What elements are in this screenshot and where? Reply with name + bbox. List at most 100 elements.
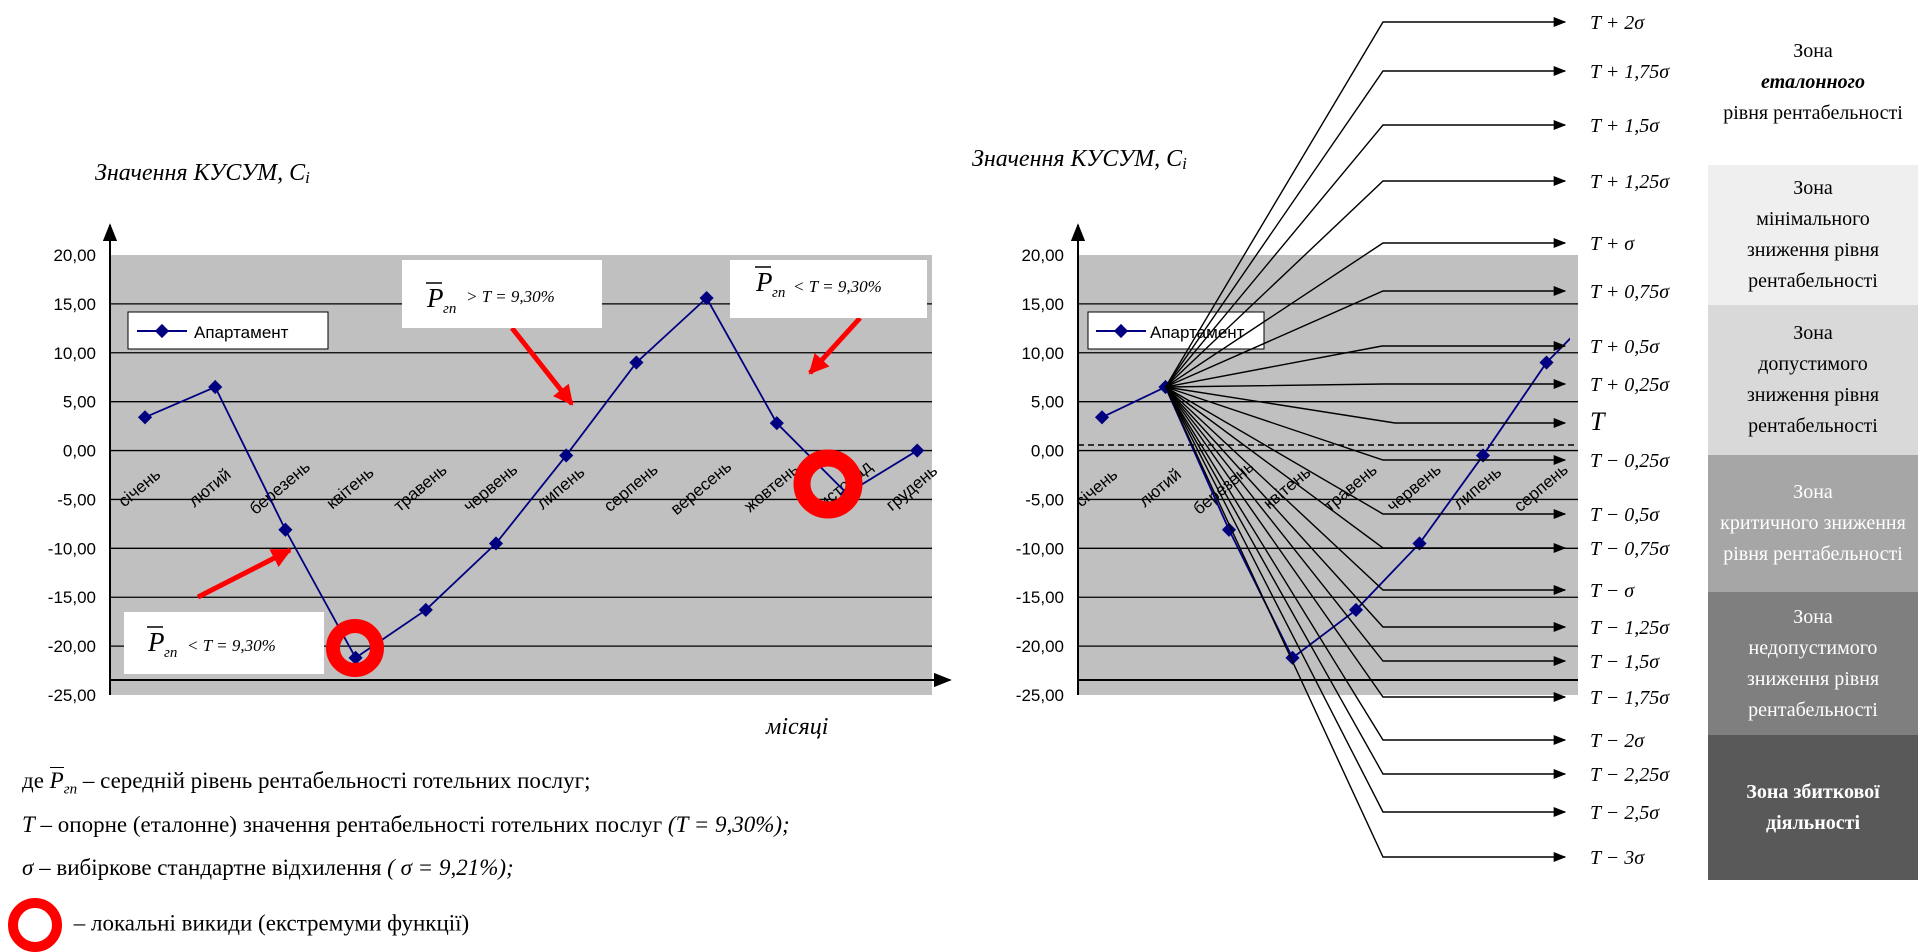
level-arrow [1165,175,1567,388]
annotation-above-target: P гп > T = 9,30% [402,260,602,328]
y-tick-label: -20,00 [1016,637,1064,656]
level-arrow [1164,65,1567,388]
zone-1: Зона мінімального зниження рівня рентабел… [1708,165,1918,305]
y-tick-label: -25,00 [48,686,96,705]
y-axis-title: Значення КУСУМ, Ci [95,160,310,187]
level-arrow [1165,386,1567,520]
footnote-sigma: σ – вибіркове стандартне відхилення ( σ … [22,855,514,880]
data-point [699,290,714,306]
level-arrow [1164,386,1567,863]
data-point [769,416,784,431]
level-label: T − 3σ [1590,847,1645,869]
red-arrow-bottom [196,547,292,600]
y-tick-label: -10,00 [1016,539,1064,558]
level-label: T + 2σ [1590,12,1645,34]
y-tick-label: -20,00 [48,637,96,656]
data-point [1094,410,1110,425]
data-point [278,522,293,537]
y-tick-label: 0,00 [1031,442,1064,461]
level-label: T − 0,75σ [1590,538,1670,560]
svg-text:< T = 9,30%: < T = 9,30% [187,636,276,655]
data-point [418,602,433,618]
svg-text:гп: гп [443,301,456,317]
level-arrow [1165,340,1567,388]
y-tick-label: 10,00 [53,344,96,363]
level-arrow [1164,386,1567,703]
y-tick-label: 20,00 [1021,246,1064,265]
svg-text:P: P [755,267,773,297]
red-arrow-top [510,326,574,406]
level-arrow [1164,386,1567,780]
zone-3: Зона критичного зниження рівня рентабельн… [1708,455,1918,592]
data-point [348,650,363,665]
y-tick-label: -5,00 [1025,490,1064,509]
y-tick-label: 10,00 [1021,344,1064,363]
level-arrow [1165,285,1567,388]
level-label: T + σ [1590,233,1635,255]
right-chart: 20,00 15,00 10,00 5,00 0,00 -5,00 -10,00 -15,00… [972,12,1670,869]
x-axis-title: місяці [765,714,828,740]
level-arrow [1165,237,1567,388]
y-tick-label: -25,00 [1016,686,1064,705]
svg-text:> T = 9,30%: > T = 9,30% [466,287,555,306]
data-point [137,410,153,425]
svg-text:P: P [147,627,165,657]
y-tick-label: 20,00 [53,246,96,265]
y-tick-label: -5,00 [57,490,96,509]
level-label: T − 0,25σ [1590,450,1670,472]
data-point [1348,602,1364,618]
svg-text:гп: гп [164,645,177,661]
level-arrow [1164,119,1567,388]
data-point [488,536,504,551]
level-arrow [1164,386,1567,746]
level-arrow [1164,386,1567,818]
series-line [144,296,918,660]
data-point [1539,355,1554,370]
footnote-outliers: – локальні викиди (екстремуми функції) [8,898,469,952]
level-arrow [1165,386,1567,429]
svg-text:P: P [426,283,444,313]
y-tick-label: -15,00 [1016,588,1064,607]
level-label: T + 1,75σ [1590,61,1670,83]
level-arrow [1165,386,1567,554]
data-point [910,443,925,458]
level-arrow [1165,386,1567,466]
level-label: T − 2,5σ [1590,802,1660,824]
legend-marker [1113,323,1129,339]
data-point [208,379,223,395]
level-label: T + 0,25σ [1590,374,1670,396]
level-label: T + 0,75σ [1590,281,1670,303]
outlier-legend-ring [8,898,62,952]
y-tick-label: 15,00 [1021,295,1064,314]
annotation-below-target-bottom: P гп < T = 9,30% [124,612,324,674]
zone-4: Зона недопустимого зниження рівня рентабе… [1708,592,1918,735]
left-chart: 20,00 15,00 10,00 5,00 0,00 -5,00 -10,00 -15,00… [48,160,952,740]
level-arrow [1164,16,1567,388]
y-tick-label: -15,00 [48,588,96,607]
level-label: T [1590,407,1606,436]
outlier-ring-april [326,619,384,677]
level-label: T + 1,25σ [1590,171,1670,193]
y-tick-label: 5,00 [63,393,96,412]
red-arrow-right [808,316,862,375]
zone-2: Зона допустимого зниження рівня рентабель… [1708,305,1918,455]
level-label: T − 2,25σ [1590,764,1670,786]
annotation-below-target-right: P гп < T = 9,30% [730,260,927,318]
footnote-mean: де Pгп – середній рівень рентабельності … [22,767,591,798]
zone-0: Зона еталонного рівня рентабельності [1708,0,1918,165]
level-label: T + 0,5σ [1590,336,1660,358]
level-label: T − 1,5σ [1590,651,1660,673]
svg-text:< T = 9,30%: < T = 9,30% [793,277,882,296]
level-arrow [1164,386,1567,633]
legend-marker [154,323,170,339]
level-label: T + 1,5σ [1590,115,1660,137]
level-arrow [1165,386,1567,596]
zone-5: Зона збиткової діяльності [1708,735,1918,880]
y-tick-label: 5,00 [1031,393,1064,412]
data-point [559,448,574,463]
data-point [1475,448,1491,463]
footnote-target: T – опорне (еталонне) значення рентабель… [22,812,790,837]
level-arrow [1165,378,1567,390]
y-tick-label: 15,00 [53,295,96,314]
